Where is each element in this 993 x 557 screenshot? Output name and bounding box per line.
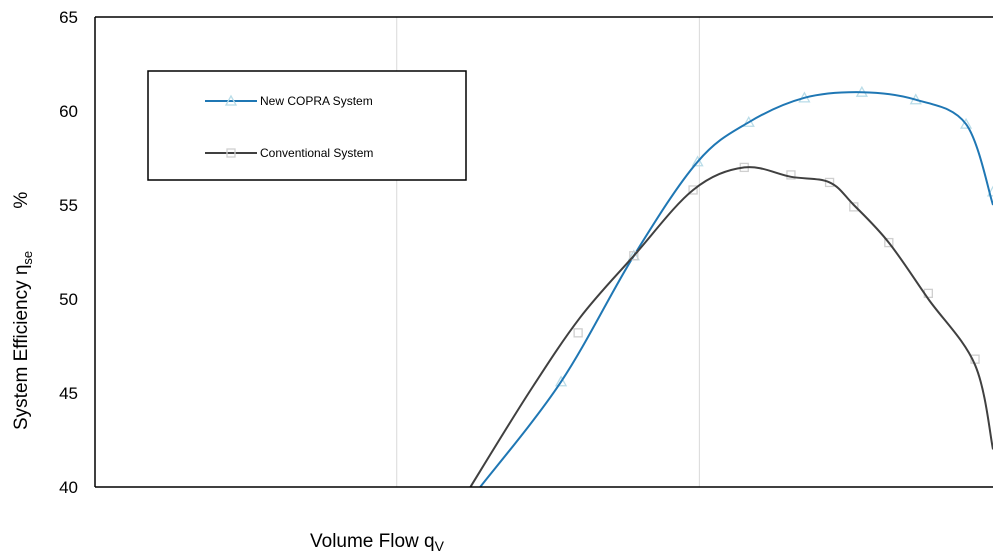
y-tick-label-40: 40: [59, 478, 78, 497]
data-point-2-3: [688, 185, 698, 195]
y-axis-title: System Efficiency ηse %: [11, 192, 35, 430]
data-point-2-2: [629, 251, 639, 261]
data-point-2-8: [884, 237, 894, 248]
legend: New COPRA System Conventional System: [147, 70, 467, 181]
x-axis-title: Volume Flow qV: [310, 531, 445, 554]
y-tick-label-55: 55: [59, 196, 78, 215]
y-axis-unit: %: [11, 192, 32, 209]
legend-label-2: Conventional System: [260, 146, 373, 160]
y-axis-title-main: System Efficiency η: [11, 265, 32, 430]
x-axis-title-sub: V: [435, 538, 445, 554]
data-point-2-6: [824, 177, 835, 188]
legend-label-1: New COPRA System: [260, 94, 373, 108]
data-point-1-9: [986, 185, 993, 197]
x-axis-title-main: Volume Flow q: [310, 531, 435, 552]
data-point-1-8: [959, 117, 973, 129]
series-2: [469, 162, 993, 488]
data-point-2-1: [573, 328, 583, 338]
data-point-1-3: [691, 155, 704, 167]
series-1: [479, 85, 993, 488]
data-point-2-7: [849, 202, 859, 212]
y-tick-labels: 40 45 50 55 60 65: [59, 8, 78, 497]
legend-items: New COPRA System Conventional System: [205, 94, 373, 160]
y-axis-title-sub: se: [20, 251, 35, 265]
y-tick-label-65: 65: [59, 8, 78, 27]
series-line-1: [479, 91, 993, 488]
series-layer: [469, 85, 993, 488]
legend-marker-1: [224, 94, 238, 106]
series-line-2: [469, 166, 993, 488]
legend-box: [147, 70, 467, 181]
y-tick-label-50: 50: [59, 290, 78, 309]
y-tick-label-60: 60: [59, 102, 78, 121]
y-axis-title-gap: [11, 209, 32, 251]
data-point-1-1: [554, 375, 568, 387]
y-tick-label-45: 45: [59, 384, 78, 403]
legend-marker-2: [226, 148, 236, 158]
